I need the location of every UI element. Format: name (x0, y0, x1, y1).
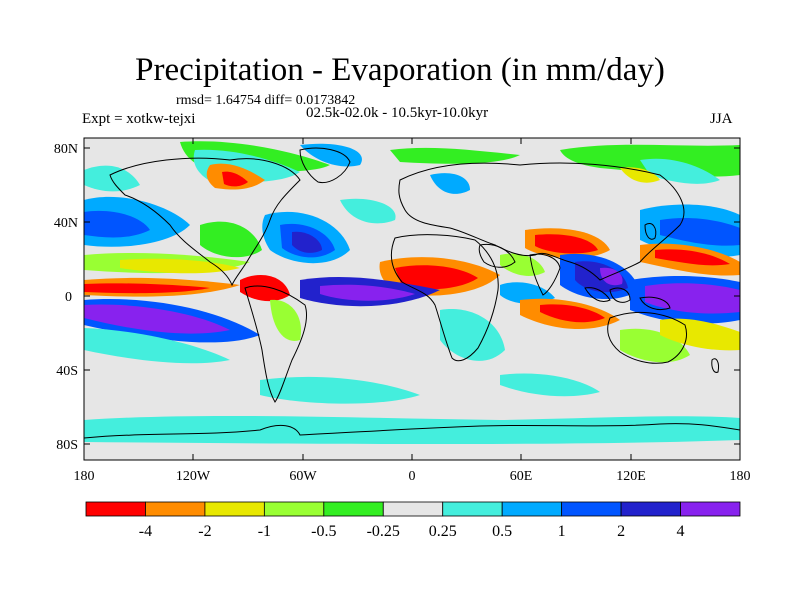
anomaly-patch (292, 231, 322, 253)
anomaly-patch (660, 318, 740, 351)
anomaly-patch (535, 234, 598, 254)
anomaly-patch (395, 265, 478, 290)
anomaly-patch (320, 284, 415, 301)
colorbar-swatch (620, 501, 681, 517)
colorbar-swatch (382, 501, 444, 517)
anomaly-patch (84, 210, 150, 238)
colorbar-label: 1 (558, 523, 566, 540)
colorbar-labels: -4 -2 -1 -0.5 -0.25 0.25 0.5 1 2 4 (139, 523, 685, 540)
anomaly-patch (270, 299, 301, 341)
coastline-north-america (109, 157, 301, 287)
coastline-new-zealand (711, 358, 719, 373)
anomaly-patch (300, 143, 362, 167)
anomaly-patch (600, 267, 623, 286)
colorbar-label: -0.5 (311, 523, 336, 540)
anomaly-patch (84, 415, 740, 445)
colorbar-swatch (263, 501, 325, 517)
colorbar-swatch (204, 501, 265, 517)
colorbar-swatch (323, 501, 384, 517)
anomaly-patch (440, 309, 505, 361)
y-label-80S: 80S (56, 438, 78, 453)
anomaly-patch (84, 328, 230, 364)
colorbar-swatch (561, 501, 622, 517)
coastline-borneo (609, 287, 631, 303)
colorbar-label: 4 (677, 523, 685, 540)
anomaly-patch (540, 304, 605, 323)
y-label-80N: 80N (54, 142, 78, 157)
colorbar (85, 501, 741, 517)
x-label-60e: 60E (510, 469, 533, 484)
coastline-greenland (299, 147, 351, 184)
anomaly-patch (200, 221, 262, 258)
y-label-0: 0 (65, 290, 72, 305)
x-label-180w: 180 (74, 469, 95, 484)
anomaly-patch (84, 304, 230, 334)
anomaly-patch (390, 147, 520, 164)
colorbar-swatch (680, 501, 741, 517)
anomaly-patch (340, 198, 396, 224)
experiment-label: Expt = xotkw-tejxi (82, 111, 196, 127)
anomaly-patch (84, 165, 140, 192)
anomaly-patch (620, 167, 660, 183)
coastline-antarctica (84, 423, 740, 439)
colorbar-swatch (501, 501, 563, 517)
anomaly-patch (240, 275, 290, 302)
colorbar-swatch (442, 501, 503, 517)
x-label-60w: 60W (289, 469, 317, 484)
coastline-sumatra (584, 287, 611, 302)
anomaly-patch (500, 373, 600, 397)
coastline-africa (391, 234, 499, 362)
coastline-south-america (244, 285, 307, 403)
anomaly-patch (260, 376, 420, 404)
anomaly-patch (500, 253, 545, 276)
colorbar-label: -1 (258, 523, 271, 540)
x-label-120w: 120W (176, 469, 211, 484)
coastline-new-guinea (639, 296, 671, 311)
anomaly-patch (222, 171, 248, 187)
plot-title: Precipitation - Evaporation (in mm/day) (135, 52, 665, 88)
colorbar-label: -0.25 (367, 523, 400, 540)
colorbar-label: 0.25 (429, 523, 457, 540)
x-label-0: 0 (409, 469, 416, 484)
coastlines (84, 147, 740, 439)
anomaly-patch (640, 158, 720, 184)
coastline-arabia (478, 243, 516, 268)
colorbar-swatch (145, 501, 206, 517)
y-label-40N: 40N (54, 216, 78, 231)
x-axis (83, 138, 741, 460)
precip-anomaly-field (84, 141, 740, 445)
anomaly-patch (620, 328, 690, 363)
x-label-180e: 180 (730, 469, 751, 484)
y-axis (84, 147, 740, 445)
coastline-eurasia (398, 162, 685, 281)
colorbar-label: -2 (198, 523, 211, 540)
y-label-40S: 40S (56, 364, 78, 379)
anomaly-patch (84, 283, 210, 294)
coastline-japan (644, 223, 657, 240)
anomaly-patch (655, 249, 730, 266)
coastline-india (529, 253, 561, 296)
x-label-120e: 120E (616, 469, 646, 484)
stats-text: rmsd= 1.64754 diff= 0.0173842 (176, 93, 356, 108)
anomaly-patch (500, 282, 555, 304)
period-text: 02.5k-02.0k - 10.5kyr-10.0kyr (306, 105, 489, 121)
colorbar-label: -4 (139, 523, 152, 540)
colorbar-swatch (85, 501, 146, 517)
colorbar-label: 0.5 (492, 523, 512, 540)
anomaly-patch (430, 173, 470, 194)
coastline-australia (607, 311, 687, 364)
season-label: JJA (710, 111, 733, 127)
colorbar-label: 2 (617, 523, 625, 540)
